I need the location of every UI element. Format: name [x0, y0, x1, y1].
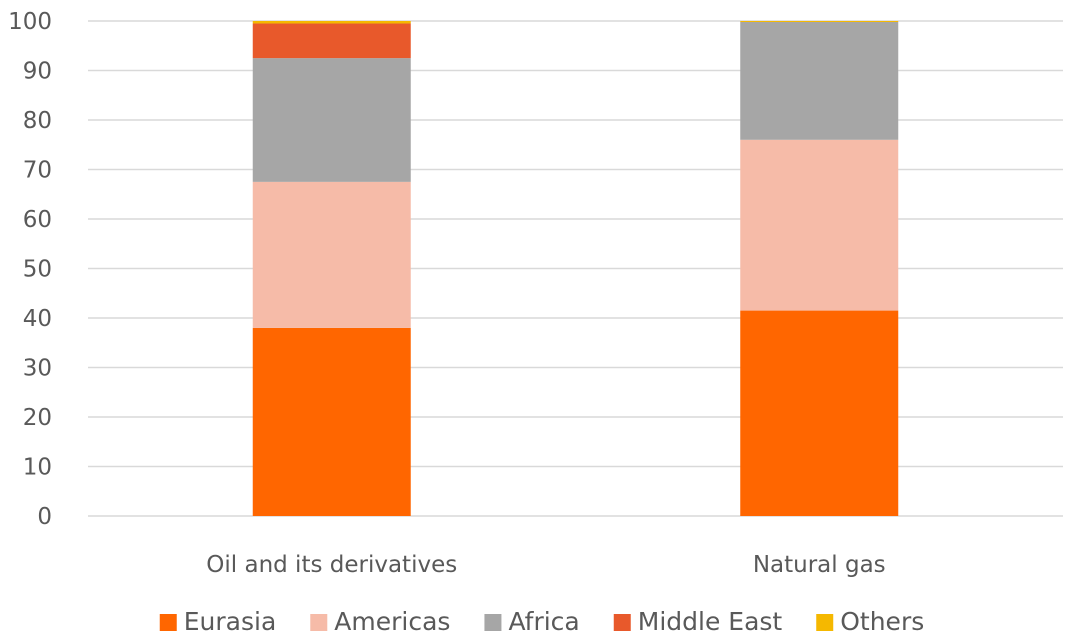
gridlines: [88, 20, 1063, 517]
x-category-label: Oil and its derivatives: [206, 552, 457, 578]
y-tick-label: 0: [37, 504, 52, 530]
y-tick-label: 60: [23, 207, 52, 233]
legend: Eurasia Americas Africa Middle East Others: [159, 607, 924, 636]
y-tick-label: 70: [23, 158, 52, 184]
legend-label-eurasia: Eurasia: [184, 607, 277, 636]
bar-segment-americas: [740, 139, 899, 311]
y-tick-label: 40: [23, 306, 52, 332]
bar-segment-others: [740, 21, 899, 22]
y-tick-label: 50: [23, 257, 52, 283]
y-tick-label: 10: [23, 455, 52, 481]
legend-swatch-americas: [310, 614, 328, 631]
bar-segment-eurasia: [252, 327, 411, 516]
bar-segment-africa: [740, 21, 899, 140]
x-category-label: Natural gas: [753, 552, 886, 578]
bar-segment-others: [252, 21, 411, 24]
bar-segment-middle-east: [252, 23, 411, 59]
y-tick-label: 30: [23, 356, 52, 382]
legend-swatch-others: [816, 614, 834, 631]
x-axis-categories: Oil and its derivatives Natural gas: [206, 552, 885, 578]
legend-swatch-africa: [484, 614, 502, 631]
legend-label-americas: Americas: [334, 607, 450, 636]
bar-segment-americas: [252, 181, 411, 328]
bar-segment-eurasia: [740, 310, 899, 516]
legend-label-africa: Africa: [508, 607, 579, 636]
legend-label-others: Others: [840, 607, 924, 636]
bar-segment-africa: [252, 58, 411, 182]
y-tick-label: 90: [23, 59, 52, 85]
legend-label-middle-east: Middle East: [638, 607, 783, 636]
y-tick-label: 100: [8, 9, 52, 35]
bars: [252, 21, 899, 516]
legend-swatch-middle-east: [613, 614, 631, 631]
y-axis-ticks: 0 10 20 30 40 50 60 70 80 90 100: [8, 9, 52, 530]
y-tick-label: 80: [23, 108, 52, 134]
legend-swatch-eurasia: [159, 614, 177, 631]
y-tick-label: 20: [23, 405, 52, 431]
